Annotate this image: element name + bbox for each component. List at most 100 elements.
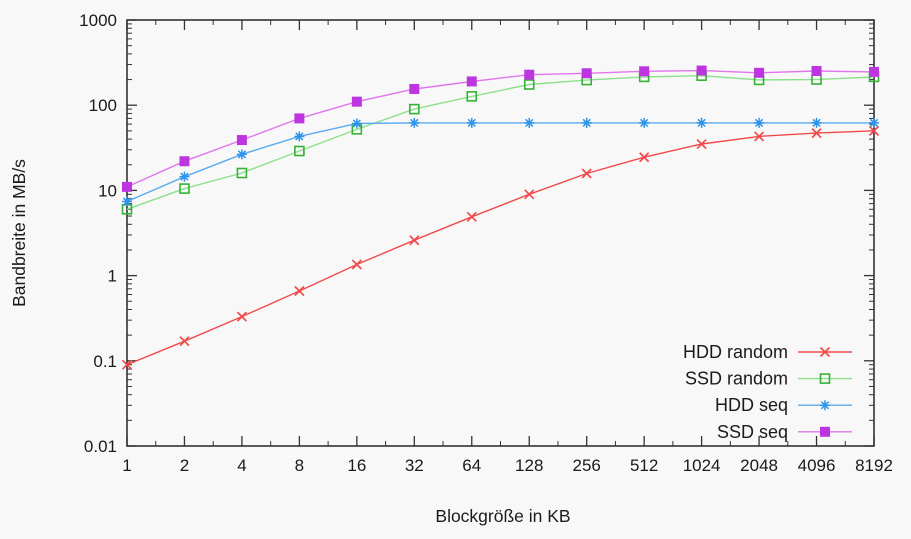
marker-hdd-seq bbox=[122, 196, 132, 207]
marker-hdd-random bbox=[753, 131, 765, 142]
marker-ssd-seq bbox=[466, 76, 477, 87]
marker-hdd-seq bbox=[179, 171, 190, 182]
legend-marker-ssd-seq bbox=[820, 426, 830, 437]
marker-hdd-seq bbox=[466, 117, 477, 128]
marker-hdd-seq bbox=[639, 117, 650, 128]
marker-ssd-seq bbox=[524, 69, 535, 80]
marker-hdd-seq bbox=[466, 117, 477, 128]
marker-hdd-seq bbox=[754, 117, 765, 128]
x-axis-title: Blockgröße in KB bbox=[435, 506, 570, 526]
y-axis-tick-label: 1000 bbox=[79, 11, 117, 30]
marker-hdd-random bbox=[294, 285, 305, 297]
marker-ssd-seq bbox=[811, 66, 822, 77]
marker-hdd-random bbox=[179, 336, 190, 347]
marker-hdd-random bbox=[696, 138, 707, 150]
x-axis-tick-label: 16 bbox=[347, 456, 366, 475]
marker-hdd-random bbox=[581, 168, 592, 179]
marker-ssd-seq bbox=[122, 181, 132, 192]
marker-hdd-seq bbox=[294, 131, 305, 142]
y-axis-title: Bandbreite in MB/s bbox=[9, 159, 29, 307]
marker-hdd-seq bbox=[524, 117, 535, 128]
legend-marker-ssd-seq bbox=[820, 426, 830, 437]
marker-ssd-seq bbox=[811, 66, 822, 77]
legend-entry-hdd-random: HDD random bbox=[683, 342, 852, 362]
x-axis-tick-label: 1024 bbox=[683, 456, 721, 475]
marker-ssd-seq bbox=[696, 65, 707, 76]
legend-marker-hdd-seq bbox=[820, 400, 830, 411]
x-axis-tick-label: 8 bbox=[295, 456, 304, 475]
marker-ssd-seq bbox=[236, 135, 247, 146]
series-line-hdd-seq bbox=[126, 122, 874, 203]
series-line-ssd-seq bbox=[126, 69, 875, 188]
marker-ssd-seq bbox=[179, 156, 190, 167]
marker-hdd-random bbox=[121, 359, 133, 370]
marker-ssd-seq bbox=[409, 83, 420, 94]
legend-marker-hdd-seq bbox=[820, 400, 830, 411]
marker-ssd-random bbox=[466, 91, 478, 102]
marker-ssd-random bbox=[409, 103, 420, 115]
legend-marker-hdd-random bbox=[819, 346, 831, 358]
x-axis-tick-label: 128 bbox=[515, 456, 543, 475]
marker-ssd-seq bbox=[236, 135, 247, 146]
marker-hdd-random bbox=[294, 285, 305, 297]
marker-hdd-random bbox=[409, 235, 420, 246]
y-axis-tick-label: 10 bbox=[98, 181, 117, 200]
x-axis-tick-label: 512 bbox=[630, 456, 658, 475]
marker-ssd-seq bbox=[122, 181, 132, 192]
marker-hdd-random bbox=[524, 189, 535, 200]
legend-entry-hdd-seq: HDD seq bbox=[715, 395, 852, 415]
marker-hdd-seq bbox=[294, 131, 305, 142]
marker-hdd-seq bbox=[811, 117, 822, 128]
x-axis-tick-label: 1 bbox=[122, 456, 131, 475]
marker-ssd-random bbox=[294, 145, 305, 157]
marker-ssd-random bbox=[523, 79, 535, 90]
marker-hdd-seq bbox=[639, 117, 650, 128]
marker-ssd-seq bbox=[696, 65, 707, 76]
legend-label-hdd-seq: HDD seq bbox=[715, 395, 788, 415]
marker-ssd-seq bbox=[294, 113, 305, 124]
marker-ssd-random bbox=[523, 79, 535, 90]
legend-label-ssd-seq: SSD seq bbox=[717, 422, 788, 442]
marker-ssd-seq bbox=[754, 67, 765, 78]
marker-hdd-seq bbox=[122, 196, 132, 207]
marker-hdd-seq bbox=[236, 149, 247, 160]
marker-hdd-seq bbox=[869, 117, 879, 128]
marker-hdd-seq bbox=[869, 117, 879, 128]
marker-ssd-random bbox=[179, 183, 190, 194]
marker-ssd-seq bbox=[524, 69, 535, 80]
marker-hdd-random bbox=[121, 359, 133, 370]
marker-hdd-random bbox=[351, 259, 362, 270]
marker-hdd-seq bbox=[811, 117, 822, 128]
marker-ssd-random bbox=[409, 103, 420, 115]
legend-marker-ssd-random bbox=[819, 373, 831, 384]
marker-hdd-random bbox=[466, 211, 477, 222]
legend-marker-hdd-random bbox=[819, 346, 831, 358]
marker-ssd-seq bbox=[351, 96, 362, 107]
marker-hdd-random bbox=[179, 336, 190, 347]
marker-hdd-seq bbox=[581, 117, 592, 128]
marker-hdd-random bbox=[696, 138, 707, 150]
y-axis-tick-label: 0.01 bbox=[84, 437, 117, 456]
marker-ssd-seq bbox=[294, 113, 305, 124]
marker-hdd-seq bbox=[581, 117, 592, 128]
x-axis-tick-label: 64 bbox=[462, 456, 481, 475]
marker-hdd-seq bbox=[236, 149, 247, 160]
marker-hdd-random bbox=[811, 128, 822, 139]
legend-entry-ssd-random: SSD random bbox=[685, 369, 852, 389]
marker-hdd-random bbox=[524, 189, 535, 200]
marker-ssd-random bbox=[179, 183, 190, 194]
y-axis-tick-label: 0.1 bbox=[93, 352, 117, 371]
marker-hdd-random bbox=[868, 125, 880, 136]
marker-hdd-random bbox=[466, 211, 477, 222]
marker-hdd-seq bbox=[754, 117, 765, 128]
x-axis-tick-label: 2 bbox=[180, 456, 189, 475]
x-axis-tick-label: 8192 bbox=[855, 456, 893, 475]
marker-ssd-seq bbox=[639, 66, 650, 77]
marker-ssd-random bbox=[236, 167, 248, 179]
marker-hdd-seq bbox=[351, 118, 362, 129]
marker-ssd-random bbox=[294, 145, 305, 157]
marker-ssd-seq bbox=[409, 83, 420, 94]
legend-label-ssd-random: SSD random bbox=[685, 369, 788, 389]
